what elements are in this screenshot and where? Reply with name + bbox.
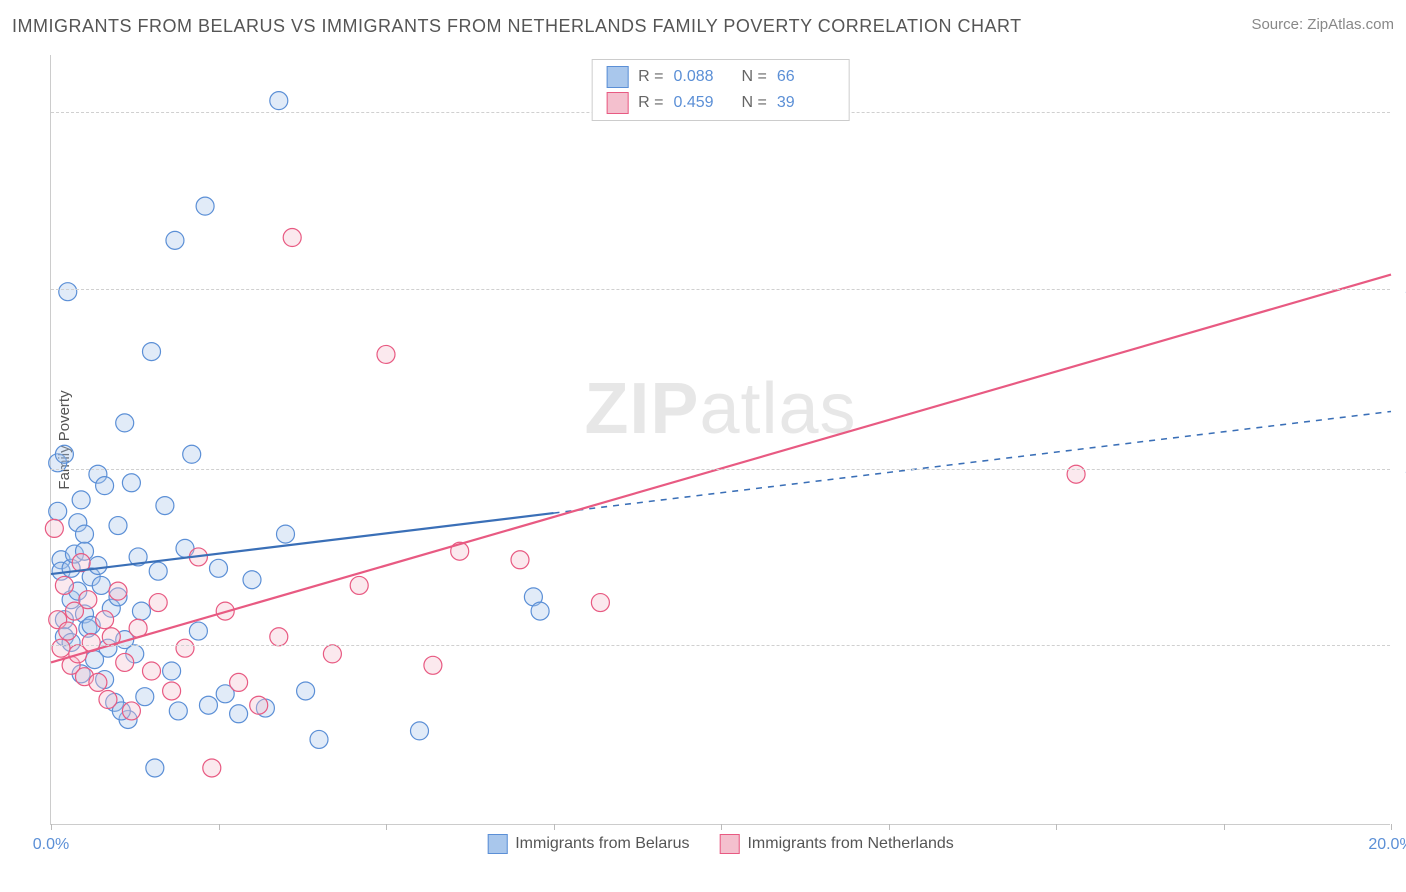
n-label: N = [742, 68, 767, 86]
r-label: R = [638, 68, 663, 86]
x-tick [889, 824, 890, 830]
data-point-series-0 [310, 730, 328, 748]
correlation-legend: R = 0.088 N = 66 R = 0.459 N = 39 [591, 59, 850, 121]
legend-item-1: Immigrants from Netherlands [719, 834, 953, 854]
data-point-series-0 [297, 682, 315, 700]
legend-row-series-1: R = 0.459 N = 39 [606, 90, 835, 116]
swatch-series-0 [606, 66, 628, 88]
data-point-series-1 [52, 639, 70, 657]
legend-row-series-0: R = 0.088 N = 66 [606, 64, 835, 90]
data-point-series-0 [196, 197, 214, 215]
data-point-series-1 [283, 229, 301, 247]
data-point-series-1 [230, 673, 248, 691]
data-point-series-0 [210, 559, 228, 577]
data-point-series-0 [411, 722, 429, 740]
x-tick-label: 20.0% [1368, 836, 1406, 854]
data-point-series-0 [55, 445, 73, 463]
series-legend: Immigrants from Belarus Immigrants from … [487, 834, 954, 854]
data-point-series-0 [59, 283, 77, 301]
data-point-series-1 [116, 653, 134, 671]
chart-title: IMMIGRANTS FROM BELARUS VS IMMIGRANTS FR… [12, 16, 1022, 37]
r-value-0: 0.088 [674, 68, 732, 86]
gridline [51, 289, 1390, 290]
data-point-series-1 [89, 673, 107, 691]
data-point-series-0 [183, 445, 201, 463]
data-point-series-0 [531, 602, 549, 620]
data-point-series-1 [79, 591, 97, 609]
data-point-series-0 [156, 497, 174, 515]
data-point-series-0 [96, 477, 114, 495]
x-tick [51, 824, 52, 830]
data-point-series-0 [277, 525, 295, 543]
legend-label-0: Immigrants from Belarus [515, 835, 689, 853]
data-point-series-1 [149, 594, 167, 612]
data-point-series-1 [109, 582, 127, 600]
data-point-series-0 [89, 556, 107, 574]
data-point-series-1 [511, 551, 529, 569]
x-tick [554, 824, 555, 830]
data-point-series-1 [163, 682, 181, 700]
data-point-series-1 [96, 611, 114, 629]
chart-container: Family Poverty ZIPatlas R = 0.088 N = 66… [50, 55, 1390, 825]
data-point-series-1 [99, 691, 117, 709]
source-label: Source: ZipAtlas.com [1251, 16, 1394, 33]
x-tick [219, 824, 220, 830]
x-tick [721, 824, 722, 830]
data-point-series-0 [143, 343, 161, 361]
data-point-series-1 [591, 594, 609, 612]
data-point-series-0 [149, 562, 167, 580]
data-point-series-0 [270, 92, 288, 110]
data-point-series-1 [143, 662, 161, 680]
legend-item-0: Immigrants from Belarus [487, 834, 689, 854]
data-point-series-0 [199, 696, 217, 714]
data-point-series-1 [45, 519, 63, 537]
data-point-series-0 [146, 759, 164, 777]
data-point-series-1 [59, 622, 77, 640]
data-point-series-0 [109, 517, 127, 535]
data-point-series-1 [377, 345, 395, 363]
data-point-series-1 [55, 576, 73, 594]
data-point-series-0 [116, 414, 134, 432]
legend-label-1: Immigrants from Netherlands [747, 835, 953, 853]
x-tick [1391, 824, 1392, 830]
data-point-series-1 [323, 645, 341, 663]
data-point-series-0 [169, 702, 187, 720]
data-point-series-0 [49, 502, 67, 520]
data-point-series-0 [166, 231, 184, 249]
data-point-series-0 [122, 474, 140, 492]
x-tick [1224, 824, 1225, 830]
swatch-bottom-0 [487, 834, 507, 854]
data-point-series-1 [176, 639, 194, 657]
plot-area: Family Poverty ZIPatlas R = 0.088 N = 66… [50, 55, 1390, 825]
data-point-series-1 [250, 696, 268, 714]
data-point-series-0 [132, 602, 150, 620]
data-point-series-1 [270, 628, 288, 646]
trendline-dashed-series-0 [554, 411, 1392, 513]
data-point-series-1 [424, 656, 442, 674]
data-point-series-0 [72, 491, 90, 509]
data-point-series-0 [136, 688, 154, 706]
x-tick-label: 0.0% [33, 836, 69, 854]
scatter-svg [51, 55, 1390, 824]
r-value-1: 0.459 [674, 94, 732, 112]
data-point-series-1 [203, 759, 221, 777]
gridline [51, 469, 1390, 470]
swatch-series-1 [606, 92, 628, 114]
r-label: R = [638, 94, 663, 112]
data-point-series-1 [122, 702, 140, 720]
data-point-series-0 [163, 662, 181, 680]
data-point-series-0 [230, 705, 248, 723]
x-tick [1056, 824, 1057, 830]
x-tick [386, 824, 387, 830]
swatch-bottom-1 [719, 834, 739, 854]
n-label: N = [742, 94, 767, 112]
data-point-series-0 [76, 525, 94, 543]
gridline [51, 645, 1390, 646]
data-point-series-0 [243, 571, 261, 589]
data-point-series-0 [92, 576, 110, 594]
data-point-series-0 [189, 622, 207, 640]
n-value-0: 66 [777, 68, 835, 86]
n-value-1: 39 [777, 94, 835, 112]
data-point-series-1 [350, 576, 368, 594]
